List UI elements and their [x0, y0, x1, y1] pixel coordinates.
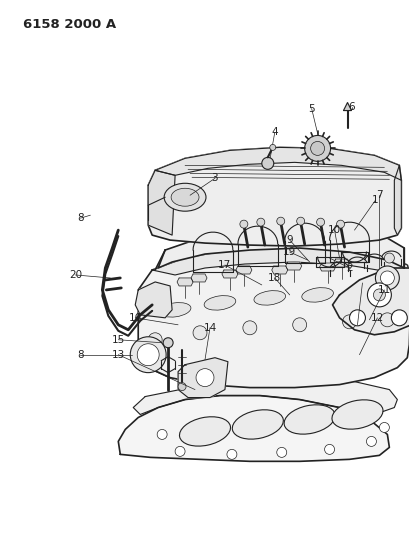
- Ellipse shape: [232, 410, 283, 439]
- Circle shape: [366, 437, 375, 447]
- Ellipse shape: [283, 405, 334, 434]
- Circle shape: [157, 430, 167, 439]
- Text: 7: 7: [375, 190, 382, 200]
- Polygon shape: [393, 165, 400, 235]
- Text: 12: 12: [370, 313, 383, 323]
- Text: 5: 5: [308, 103, 314, 114]
- Text: 10: 10: [327, 225, 340, 235]
- Polygon shape: [148, 148, 400, 246]
- Text: 20: 20: [69, 270, 82, 280]
- Ellipse shape: [164, 183, 205, 211]
- Circle shape: [196, 369, 213, 386]
- Text: 8: 8: [77, 350, 83, 360]
- Polygon shape: [155, 148, 400, 180]
- Circle shape: [310, 141, 324, 156]
- Circle shape: [175, 447, 184, 456]
- Circle shape: [378, 423, 389, 432]
- Polygon shape: [133, 379, 396, 415]
- Text: 3: 3: [211, 173, 218, 183]
- Ellipse shape: [301, 288, 333, 302]
- Ellipse shape: [204, 296, 235, 310]
- Circle shape: [137, 344, 159, 366]
- Circle shape: [193, 326, 207, 340]
- Circle shape: [296, 217, 304, 225]
- Ellipse shape: [171, 188, 198, 206]
- Text: 16: 16: [128, 313, 142, 323]
- Polygon shape: [340, 252, 368, 262]
- Circle shape: [375, 266, 398, 290]
- Polygon shape: [177, 278, 193, 286]
- Text: 6158 2000 A: 6158 2000 A: [23, 18, 116, 31]
- Ellipse shape: [331, 400, 382, 429]
- Circle shape: [163, 338, 173, 348]
- Text: 19: 19: [282, 247, 296, 257]
- Polygon shape: [315, 257, 343, 267]
- Polygon shape: [343, 102, 351, 110]
- Polygon shape: [271, 266, 287, 274]
- Text: 4: 4: [271, 127, 277, 138]
- Polygon shape: [158, 228, 403, 268]
- Ellipse shape: [179, 417, 230, 446]
- Circle shape: [380, 313, 393, 327]
- Text: 6: 6: [347, 102, 354, 111]
- Circle shape: [336, 220, 344, 228]
- Polygon shape: [319, 263, 335, 271]
- Polygon shape: [148, 171, 175, 235]
- Text: 18: 18: [267, 273, 281, 283]
- Circle shape: [348, 310, 364, 326]
- Circle shape: [366, 283, 391, 307]
- Ellipse shape: [159, 303, 191, 317]
- Circle shape: [242, 321, 256, 335]
- Circle shape: [261, 157, 273, 169]
- Polygon shape: [118, 395, 389, 462]
- Text: 11: 11: [377, 285, 390, 295]
- Polygon shape: [135, 282, 172, 318]
- Circle shape: [342, 315, 355, 329]
- Polygon shape: [152, 247, 409, 278]
- Text: 15: 15: [111, 335, 125, 345]
- Circle shape: [276, 217, 284, 225]
- Circle shape: [391, 310, 406, 326]
- Ellipse shape: [253, 290, 285, 305]
- Circle shape: [148, 333, 162, 347]
- Circle shape: [226, 449, 236, 459]
- Polygon shape: [178, 358, 227, 398]
- Polygon shape: [221, 270, 237, 278]
- Polygon shape: [191, 274, 207, 282]
- Circle shape: [380, 271, 393, 285]
- Circle shape: [239, 220, 247, 228]
- Text: 8: 8: [77, 213, 83, 223]
- Circle shape: [130, 337, 166, 373]
- Ellipse shape: [351, 285, 382, 299]
- Polygon shape: [285, 262, 301, 270]
- Circle shape: [384, 253, 393, 263]
- Circle shape: [276, 447, 286, 457]
- Circle shape: [316, 218, 324, 226]
- Circle shape: [373, 289, 384, 301]
- Text: 9: 9: [286, 235, 292, 245]
- Circle shape: [304, 135, 330, 161]
- Text: 17: 17: [218, 260, 231, 270]
- Polygon shape: [138, 247, 409, 387]
- Circle shape: [292, 318, 306, 332]
- Polygon shape: [333, 259, 348, 267]
- Circle shape: [178, 383, 186, 391]
- Polygon shape: [332, 268, 409, 335]
- Polygon shape: [235, 266, 251, 274]
- Text: 1: 1: [371, 195, 378, 205]
- Circle shape: [269, 144, 275, 150]
- Text: 14: 14: [203, 323, 216, 333]
- Circle shape: [256, 218, 264, 226]
- Text: 2: 2: [345, 263, 352, 273]
- Circle shape: [324, 445, 334, 454]
- Text: 13: 13: [111, 350, 125, 360]
